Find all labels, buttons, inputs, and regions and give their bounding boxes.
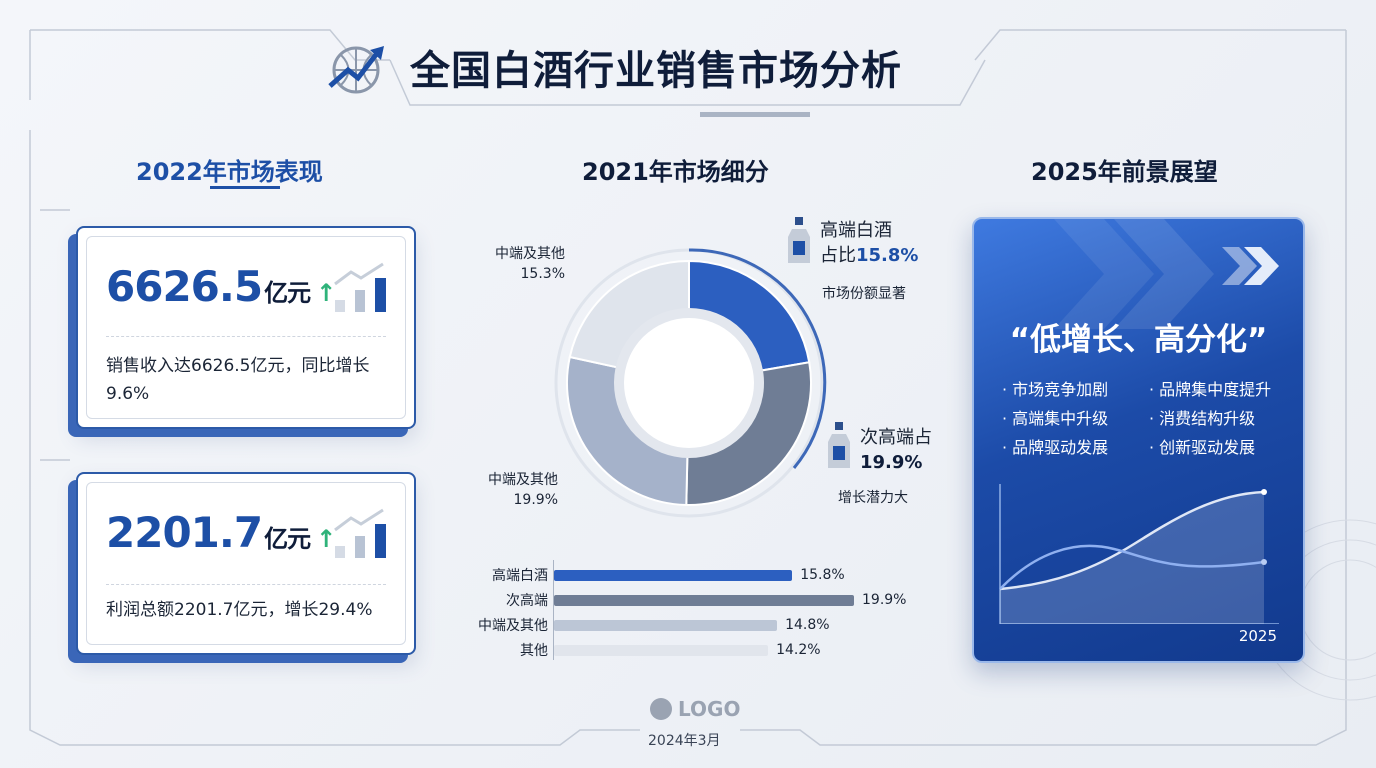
bar-value: 19.9%	[862, 592, 907, 608]
outlook-panel: “低增长、高分化” · 市场竞争加剧 · 高端集中升级 · 品牌驱动发展 · 品牌集…	[972, 217, 1305, 663]
bar-label: 其他	[520, 643, 548, 659]
revenue-description: 销售收入达6626.5亿元，同比增长9.6%	[106, 356, 370, 404]
callout-high-note: 市场份额显著	[822, 286, 906, 302]
bar-growth-icon	[334, 508, 386, 558]
section-heading-2022: 2022年市场表现	[136, 158, 323, 186]
profit-card: 2201.7亿元 ↑ 利润总额2201.7亿元，增长29.4%	[76, 472, 416, 655]
profit-description: 利润总额2201.7亿元，增长29.4%	[106, 600, 373, 620]
bullets-left: · 市场竞争加剧 · 高端集中升级 · 品牌驱动发展	[1002, 375, 1108, 462]
bar-label: 中端及其他	[478, 618, 548, 634]
callout-sub-high: 次高端占 19.9%	[860, 427, 932, 473]
callout-mid-bottom: 中端及其他 19.9%	[488, 472, 558, 508]
bar-value: 14.8%	[785, 617, 830, 633]
logo-icon	[650, 698, 672, 720]
callout-mid-top: 中端及其他 15.3%	[495, 246, 565, 282]
bullets-right: · 品牌集中度提升 · 消费结构升级 · 创新驱动发展	[1149, 375, 1271, 462]
chart-year-label: 2025	[1238, 627, 1277, 645]
page-title: 全国白酒行业销售市场分析	[410, 48, 902, 94]
outlook-bullet: · 市场竞争加剧	[1002, 380, 1109, 399]
section-heading-2021: 2021年市场细分	[582, 158, 769, 186]
bar-row: 其他 14.2%	[458, 640, 821, 660]
heading-underline	[210, 186, 280, 189]
bar-label: 高端白酒	[492, 568, 548, 584]
bar	[554, 619, 778, 631]
bar	[554, 569, 793, 581]
segment-donut-chart	[554, 248, 827, 518]
trend-line-chart	[999, 484, 1279, 624]
outlook-bullet: · 品牌集中度提升	[1149, 380, 1272, 399]
bar-row: 中端及其他 14.8%	[458, 615, 830, 635]
bottle-icon	[788, 217, 810, 263]
bar-label: 次高端	[506, 593, 548, 609]
outlook-bullet: · 消费结构升级	[1149, 409, 1256, 428]
bar-value: 15.8%	[800, 567, 845, 583]
bar	[554, 644, 769, 656]
chevrons-icon	[1222, 247, 1279, 285]
revenue-value: 6626.5亿元 ↑	[106, 262, 336, 311]
bar-value: 14.2%	[776, 642, 821, 658]
bar-row: 次高端 19.9%	[458, 590, 906, 610]
up-arrow-icon: ↑	[316, 279, 336, 307]
footer-logo: LOGO	[650, 697, 740, 721]
footer-date: 2024年3月	[648, 733, 721, 749]
callout-high-end: 高端白酒 占比15.8%	[820, 220, 919, 266]
bottle-icon	[828, 422, 850, 468]
outlook-bullet: · 创新驱动发展	[1149, 438, 1256, 457]
outlook-quote: “低增长、高分化”	[1009, 322, 1268, 358]
outlook-bullet: · 品牌驱动发展	[1002, 438, 1109, 457]
outlook-bullet: · 高端集中升级	[1002, 409, 1109, 428]
revenue-card: 6626.5亿元 ↑ 销售收入达6626.5亿元，同比增长9.6%	[76, 226, 416, 429]
bar-row: 高端白酒 15.8%	[458, 565, 845, 585]
globe-trend-icon	[326, 40, 388, 100]
callout-sub-note: 增长潜力大	[838, 490, 908, 506]
bar	[554, 594, 854, 606]
bar-growth-icon	[334, 262, 386, 312]
profit-value: 2201.7亿元 ↑	[106, 508, 336, 557]
up-arrow-icon: ↑	[316, 525, 336, 553]
section-heading-2025: 2025年前景展望	[1031, 158, 1218, 186]
